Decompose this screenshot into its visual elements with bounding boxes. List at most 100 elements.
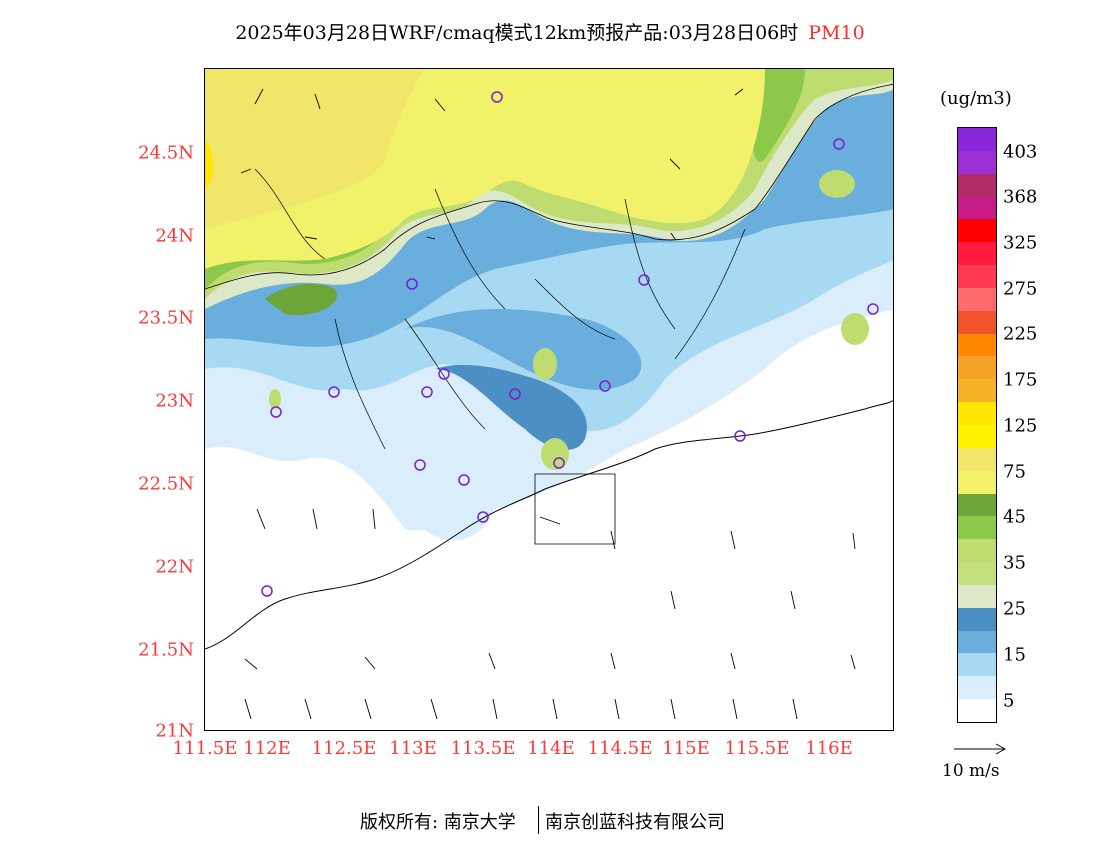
station-marker <box>867 303 879 315</box>
pm10-pocket <box>533 348 557 380</box>
legend-swatch <box>958 196 996 220</box>
legend-swatch <box>958 424 996 448</box>
legend-label: 225 <box>1003 323 1038 345</box>
legend-swatch <box>958 539 996 563</box>
station-marker <box>734 430 746 442</box>
legend-label: 175 <box>1003 369 1038 391</box>
province-border <box>205 83 893 290</box>
coastline <box>205 399 893 650</box>
legend-label: 25 <box>1003 598 1026 620</box>
footer-divider <box>538 806 539 834</box>
pollutant-label: PM10 <box>808 22 865 44</box>
wind-reference-label: 10 m/s <box>942 761 1000 781</box>
station-marker <box>833 138 845 150</box>
legend-swatch <box>958 402 996 425</box>
pm10-contour-45-75 <box>753 69 805 162</box>
lon-label: 111.5E <box>172 738 238 759</box>
pm10-map[interactable] <box>204 68 894 731</box>
lat-label: 23.5N <box>138 307 194 329</box>
title-text: 2025年03月28日WRF/cmaq模式12km预报产品:03月28日06时 <box>235 22 799 44</box>
legend-swatch <box>958 447 996 471</box>
station-marker <box>438 368 450 380</box>
station-marker <box>328 386 340 398</box>
legend-swatch <box>958 128 996 151</box>
legend-swatch <box>958 287 996 311</box>
lat-label: 24N <box>155 225 194 247</box>
sea-region <box>534 473 616 545</box>
station-marker <box>270 406 282 418</box>
lat-label: 21N <box>155 720 194 742</box>
lon-label: 114.5E <box>587 738 653 759</box>
pm10-contour-45-75 <box>265 283 337 315</box>
district-border <box>254 168 746 450</box>
lon-label: 115.5E <box>724 738 790 759</box>
station-marker <box>638 274 650 286</box>
lon-label: 116E <box>805 738 853 759</box>
legend-swatch <box>958 630 996 654</box>
pm10-contour-5-15 <box>355 469 499 541</box>
legend-swatch <box>958 470 996 494</box>
station-marker <box>599 380 611 392</box>
legend-swatch <box>958 607 996 631</box>
lon-label: 112.5E <box>311 738 377 759</box>
legend-swatch <box>958 150 996 174</box>
station-marker <box>477 511 489 523</box>
pm10-pocket <box>819 170 855 198</box>
pm10-contour-15-25 <box>435 364 587 450</box>
legend-label: 5 <box>1003 690 1015 712</box>
pm10-contour-125-175 <box>205 139 214 189</box>
legend-label: 35 <box>1003 552 1026 574</box>
legend-swatch <box>958 265 996 288</box>
map-canvas <box>205 69 893 730</box>
legend-swatch <box>958 516 996 540</box>
legend-swatch <box>958 242 996 266</box>
legend-swatch <box>958 310 996 334</box>
station-marker <box>491 91 503 103</box>
station-marker <box>414 459 426 471</box>
station-marker <box>458 474 470 486</box>
pm10-contour-15-25 <box>405 309 642 390</box>
legend-swatch <box>958 493 996 517</box>
legend-label: 275 <box>1003 278 1038 300</box>
legend-label: 325 <box>1003 232 1038 254</box>
color-legend <box>957 127 997 723</box>
legend-units: (ug/m3) <box>940 88 1012 109</box>
legend-swatch <box>958 173 996 197</box>
lon-label: 113E <box>389 738 437 759</box>
lon-label: 112E <box>243 738 291 759</box>
legend-swatch <box>958 653 996 677</box>
pm10-contour-75-125 <box>205 69 425 229</box>
station-marker <box>421 386 433 398</box>
lat-label: 22N <box>155 556 194 578</box>
legend-label: 368 <box>1003 186 1038 208</box>
station-marker <box>509 388 521 400</box>
lat-label: 24.5N <box>138 142 194 164</box>
copyright-right: 南京创蓝科技有限公司 <box>545 812 725 833</box>
wind-reference-arrow <box>954 743 1007 755</box>
station-marker <box>553 457 565 469</box>
legend-label: 125 <box>1003 415 1038 437</box>
pm10-pocket <box>841 313 869 345</box>
legend-label: 45 <box>1003 506 1026 528</box>
copyright-left: 版权所有: 南京大学 <box>360 812 516 833</box>
legend-label: 15 <box>1003 644 1026 666</box>
legend-swatch <box>958 699 996 722</box>
lat-label: 21.5N <box>138 639 194 661</box>
legend-swatch <box>958 584 996 608</box>
legend-label: 75 <box>1003 461 1026 483</box>
lat-label: 22.5N <box>138 473 194 495</box>
legend-swatch <box>958 379 996 403</box>
lat-label: 23N <box>155 390 194 412</box>
legend-swatch <box>958 356 996 380</box>
station-marker <box>406 278 418 290</box>
wind-vectors <box>240 88 856 720</box>
legend-swatch <box>958 562 996 585</box>
legend-swatch <box>958 333 996 357</box>
legend-label: 403 <box>1003 141 1038 163</box>
lon-label: 114E <box>527 738 575 759</box>
station-marker <box>261 585 273 597</box>
legend-swatch <box>958 219 996 243</box>
legend-swatch <box>958 676 996 700</box>
pm10-pocket <box>541 438 569 470</box>
